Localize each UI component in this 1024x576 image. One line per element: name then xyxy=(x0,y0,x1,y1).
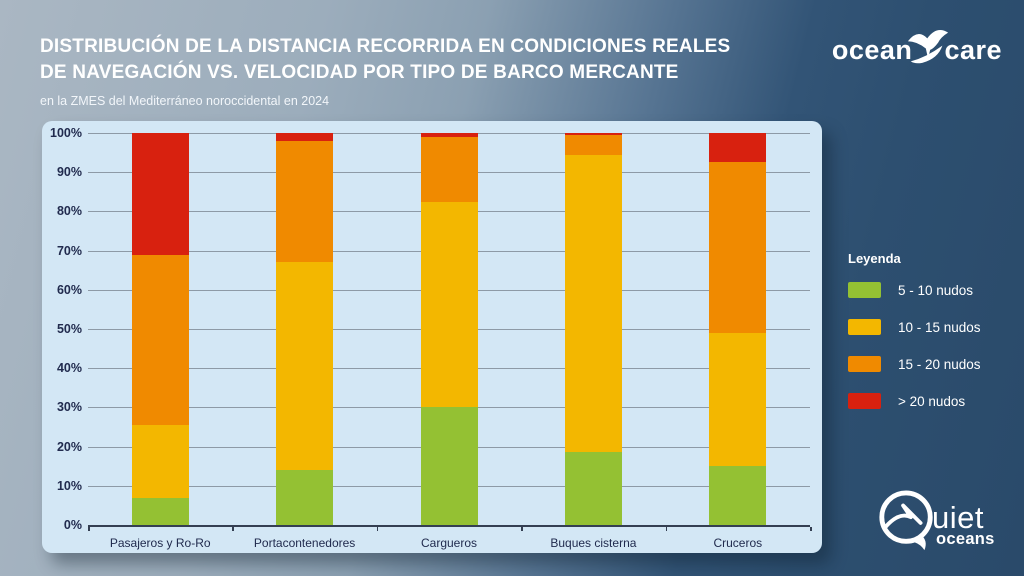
legend-label: > 20 nudos xyxy=(898,393,966,409)
header: DISTRIBUCIÓN DE LA DISTANCIA RECORRIDA E… xyxy=(40,34,730,108)
bar-segment xyxy=(709,466,767,525)
whale-tail-icon xyxy=(908,30,949,64)
legend-swatch-yellow xyxy=(848,319,881,335)
plot-area: 100% 90% 80% 70% 60% 50% 40% 30% 20% 10% 0% Pasajer… xyxy=(50,126,812,550)
legend-item: 15 - 20 nudos xyxy=(848,356,981,372)
bar-segment xyxy=(564,154,622,453)
stacked-bar-cargueros xyxy=(420,133,478,525)
oceancare-logo-text-left: ocean xyxy=(831,34,913,65)
legend-swatch-green xyxy=(848,282,881,298)
legend-item: > 20 nudos xyxy=(848,393,981,409)
quietoceans-logo-text: uiet xyxy=(932,500,984,535)
stacked-bar-cruceros xyxy=(709,133,767,525)
chart-panel: 100% 90% 80% 70% 60% 50% 40% 30% 20% 10% 0% Pasajer… xyxy=(42,121,822,553)
x-axis-category-label: Pasajeros y Ro-Ro xyxy=(109,536,211,550)
legend-item: 5 - 10 nudos xyxy=(848,282,981,298)
y-axis-label-70: 70% xyxy=(56,243,82,258)
x-axis-line xyxy=(88,525,810,527)
x-axis-tick xyxy=(810,527,812,531)
y-axis-label-100: 100% xyxy=(50,126,82,140)
bar-segment xyxy=(276,133,334,141)
x-axis-tick xyxy=(521,527,523,531)
x-axis-tick xyxy=(88,527,90,531)
y-axis-label-60: 60% xyxy=(56,282,82,297)
legend-label: 15 - 20 nudos xyxy=(898,356,981,372)
bar-segment xyxy=(276,262,334,471)
legend: Leyenda 5 - 10 nudos 10 - 15 nudos 15 - … xyxy=(848,251,981,430)
bar-segment xyxy=(564,133,622,135)
y-axis-label-80: 80% xyxy=(56,204,82,219)
x-axis-tick xyxy=(665,527,668,531)
x-axis-category-label: Cargueros xyxy=(420,536,478,550)
x-axis-category-label: Buques cisterna xyxy=(550,536,637,550)
bar-segment xyxy=(709,133,767,163)
quietoceans-logo-subtext: oceans xyxy=(936,530,995,548)
y-axis-label-0: 0% xyxy=(63,518,82,532)
title-line-2: DE NAVEGACIÓN VS. VELOCIDAD POR TIPO DE … xyxy=(40,62,679,83)
bar-segment xyxy=(709,332,767,467)
y-axis-label-30: 30% xyxy=(56,400,82,415)
y-axis-label-40: 40% xyxy=(56,361,82,376)
oceancare-logo: ocean care xyxy=(832,18,1002,82)
bar-segment xyxy=(420,136,478,202)
bar-segment xyxy=(131,425,189,498)
stacked-bar-buques-cisterna xyxy=(564,133,622,525)
bar-segment xyxy=(709,162,767,333)
x-axis-category-label: Portacontenedores xyxy=(253,536,356,550)
bar-segment xyxy=(564,452,622,525)
y-axis-label-10: 10% xyxy=(56,478,82,493)
stacked-bar-portacontenedores xyxy=(276,133,334,525)
legend-swatch-orange xyxy=(848,356,881,372)
page-subtitle: en la ZMES del Mediterráneo noroccidenta… xyxy=(40,94,330,108)
oceancare-logo-text-right: care xyxy=(944,34,1002,65)
bar-segment xyxy=(131,497,189,525)
quietoceans-logo: uiet oceans xyxy=(876,486,1016,562)
legend-swatch-red xyxy=(848,393,881,409)
x-axis-tick xyxy=(376,527,379,531)
bar-segment xyxy=(420,201,478,408)
x-axis-category-label: Cruceros xyxy=(713,536,763,550)
legend-label: 5 - 10 nudos xyxy=(898,282,974,298)
stacked-bar-pasajeros-y-ro-ro xyxy=(131,133,189,525)
bar-segment xyxy=(564,134,622,155)
x-axis-tick xyxy=(232,527,234,531)
y-axis-label-20: 20% xyxy=(56,439,82,454)
title-line-1: DISTRIBUCIÓN DE LA DISTANCIA RECORRIDA E… xyxy=(40,36,731,57)
bar-segment xyxy=(131,254,189,426)
bar-segment xyxy=(131,133,189,255)
legend-item: 10 - 15 nudos xyxy=(848,319,981,335)
bar-segment xyxy=(420,407,478,525)
y-axis-label-50: 50% xyxy=(56,322,82,336)
bar-segment xyxy=(420,133,478,137)
legend-label: 10 - 15 nudos xyxy=(898,319,981,335)
bar-segment xyxy=(276,140,334,263)
quietoceans-q-icon xyxy=(879,490,933,551)
page-title: DISTRIBUCIÓN DE LA DISTANCIA RECORRIDA E… xyxy=(40,34,730,86)
legend-title: Leyenda xyxy=(848,251,901,266)
bar-segment xyxy=(276,470,334,525)
y-axis-label-90: 90% xyxy=(56,165,82,180)
